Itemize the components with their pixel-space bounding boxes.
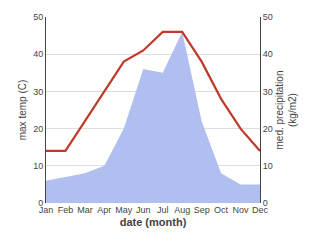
svg-text:Feb: Feb — [58, 205, 74, 215]
svg-text:30: 30 — [263, 87, 273, 97]
svg-text:20: 20 — [263, 124, 273, 134]
svg-text:Jun: Jun — [136, 205, 151, 215]
svg-text:30: 30 — [33, 87, 43, 97]
svg-text:Mar: Mar — [77, 205, 93, 215]
svg-text:50: 50 — [33, 12, 43, 22]
svg-text:20: 20 — [33, 124, 43, 134]
svg-text:Apr: Apr — [97, 205, 111, 215]
svg-text:Dec: Dec — [252, 205, 269, 215]
svg-text:10: 10 — [263, 161, 273, 171]
svg-text:max temp (C): max temp (C) — [17, 80, 28, 141]
svg-text:0: 0 — [263, 198, 268, 208]
svg-text:Aug: Aug — [174, 205, 190, 215]
svg-text:40: 40 — [33, 49, 43, 59]
svg-text:Nov: Nov — [233, 205, 250, 215]
svg-text:date (month): date (month) — [120, 216, 187, 228]
svg-text:Oct: Oct — [214, 205, 229, 215]
svg-text:May: May — [115, 205, 133, 215]
svg-text:0: 0 — [38, 198, 43, 208]
svg-text:40: 40 — [263, 49, 273, 59]
svg-text:Jul: Jul — [157, 205, 169, 215]
svg-text:Sep: Sep — [194, 205, 210, 215]
svg-text:50: 50 — [263, 12, 273, 22]
svg-text:med. precipitation(kg/m2): med. precipitation(kg/m2) — [274, 71, 298, 150]
svg-text:Jan: Jan — [39, 205, 54, 215]
svg-text:10: 10 — [33, 161, 43, 171]
